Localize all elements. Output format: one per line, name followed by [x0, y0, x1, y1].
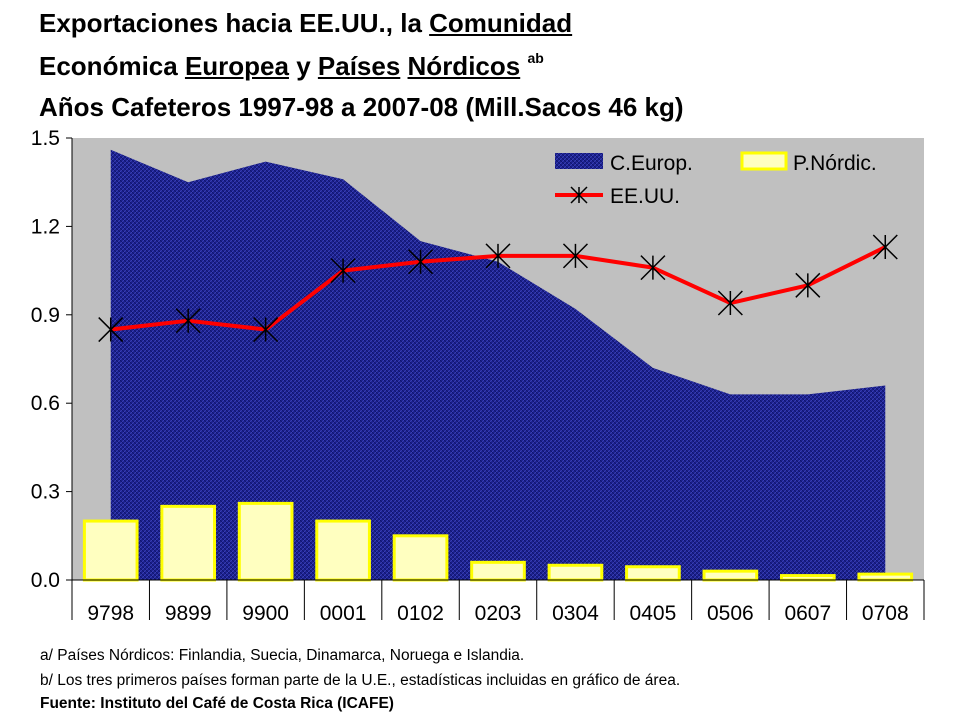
- chart-title-line-1: Exportaciones hacia EE.UU., la Comunidad: [39, 8, 573, 38]
- legend-label-p-nordic: P.Nórdic.: [793, 152, 877, 175]
- marker-ee-uu-0203: [485, 243, 511, 269]
- axes: 0.0 0.3 0.6 0.9 1.2 1.5 9798 9899 9900 0001 0102 02…: [31, 127, 925, 625]
- x-tick-label: 0708: [862, 602, 909, 625]
- legend: C.Europ. P.Nórdic. EE.UU.: [555, 151, 877, 208]
- x-tick-label: 9899: [165, 602, 212, 625]
- bar-p-nordic-0506: [702, 569, 759, 582]
- legend-swatch-p-nordic: [740, 151, 788, 171]
- y-tick-label: 0.6: [31, 392, 60, 415]
- bar-p-nordic-9798: [82, 519, 139, 582]
- legend-swatch-c-europ: [555, 153, 603, 169]
- x-tick-label: 0203: [475, 602, 522, 625]
- y-tick-label: 1.5: [31, 127, 60, 150]
- y-tick-label: 1.2: [31, 215, 60, 238]
- x-tick-label: 0405: [630, 602, 677, 625]
- marker-ee-uu-9899: [175, 308, 201, 334]
- x-tick-label: 0304: [552, 602, 599, 625]
- bar-p-nordic-0203: [470, 560, 526, 582]
- bar-p-nordic-0405: [625, 565, 681, 582]
- area-series-c-europ: [110, 149, 886, 580]
- legend-group: C.Europ. P.Nórdic. EE.UU.: [555, 151, 877, 208]
- y-tick-label: 0.9: [31, 304, 60, 327]
- footnote-a: a/ Países Nórdicos: Finlandia, Suecia, D…: [40, 647, 525, 664]
- bar-p-nordic-0102: [392, 534, 449, 582]
- bar-p-nordic-0304: [547, 563, 604, 582]
- marker-ee-uu-0304: [562, 243, 588, 269]
- y-tick-label: 0.3: [31, 481, 60, 504]
- x-tick-label: 0102: [397, 602, 444, 625]
- x-tick-label: 0607: [784, 602, 831, 625]
- marker-ee-uu-0102: [408, 249, 434, 275]
- marker-ee-uu-9798: [98, 317, 124, 343]
- source-note: Fuente: Instituto del Café de Costa Rica…: [40, 695, 394, 712]
- marker-ee-uu-0708: [872, 234, 898, 260]
- chart-title-line-2: Económica Europea y Países Nórdicos ab: [39, 50, 544, 81]
- legend-label-c-europ: C.Europ.: [610, 152, 693, 175]
- y-tick-label: 0.0: [31, 569, 60, 592]
- legend-swatch-ee-uu-marker: [570, 186, 588, 204]
- bar-p-nordic-0607: [779, 574, 836, 582]
- legend-label-ee-uu: EE.UU.: [610, 185, 680, 208]
- marker-ee-uu-0405: [640, 255, 666, 281]
- x-tick-label: 0506: [707, 602, 754, 625]
- footnote-b: b/ Los tres primeros países forman parte…: [40, 672, 681, 689]
- bar-p-nordic-9899: [160, 504, 217, 582]
- x-tick-label: 9798: [87, 602, 134, 625]
- x-tick-label: 0001: [320, 602, 367, 625]
- x-tick-label: 9900: [242, 602, 289, 625]
- marker-ee-uu-0607: [795, 272, 821, 298]
- chart-title-line-3: Años Cafeteros 1997-98 a 2007-08 (Mill.S…: [39, 92, 684, 122]
- marker-ee-uu-0506: [717, 290, 743, 316]
- bar-p-nordic-0708: [857, 572, 914, 582]
- bar-p-nordic-0001: [315, 519, 371, 582]
- marker-ee-uu-0001: [330, 258, 356, 284]
- marker-ee-uu-9900: [253, 317, 279, 343]
- plot-area: [72, 138, 924, 582]
- bar-p-nordic-9900: [237, 501, 294, 582]
